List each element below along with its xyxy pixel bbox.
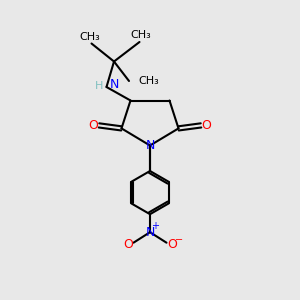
Text: CH₃: CH₃ [130,31,152,40]
Text: +: + [152,221,159,231]
Text: O: O [202,119,211,132]
Text: −: − [175,235,183,245]
Text: CH₃: CH₃ [138,76,159,86]
Text: N: N [145,139,155,152]
Text: O: O [123,238,133,251]
Text: O: O [167,238,177,251]
Text: N: N [110,78,119,91]
Text: N: N [145,226,155,239]
Text: CH₃: CH₃ [80,32,100,42]
Text: H: H [94,80,103,91]
Text: O: O [89,119,98,132]
